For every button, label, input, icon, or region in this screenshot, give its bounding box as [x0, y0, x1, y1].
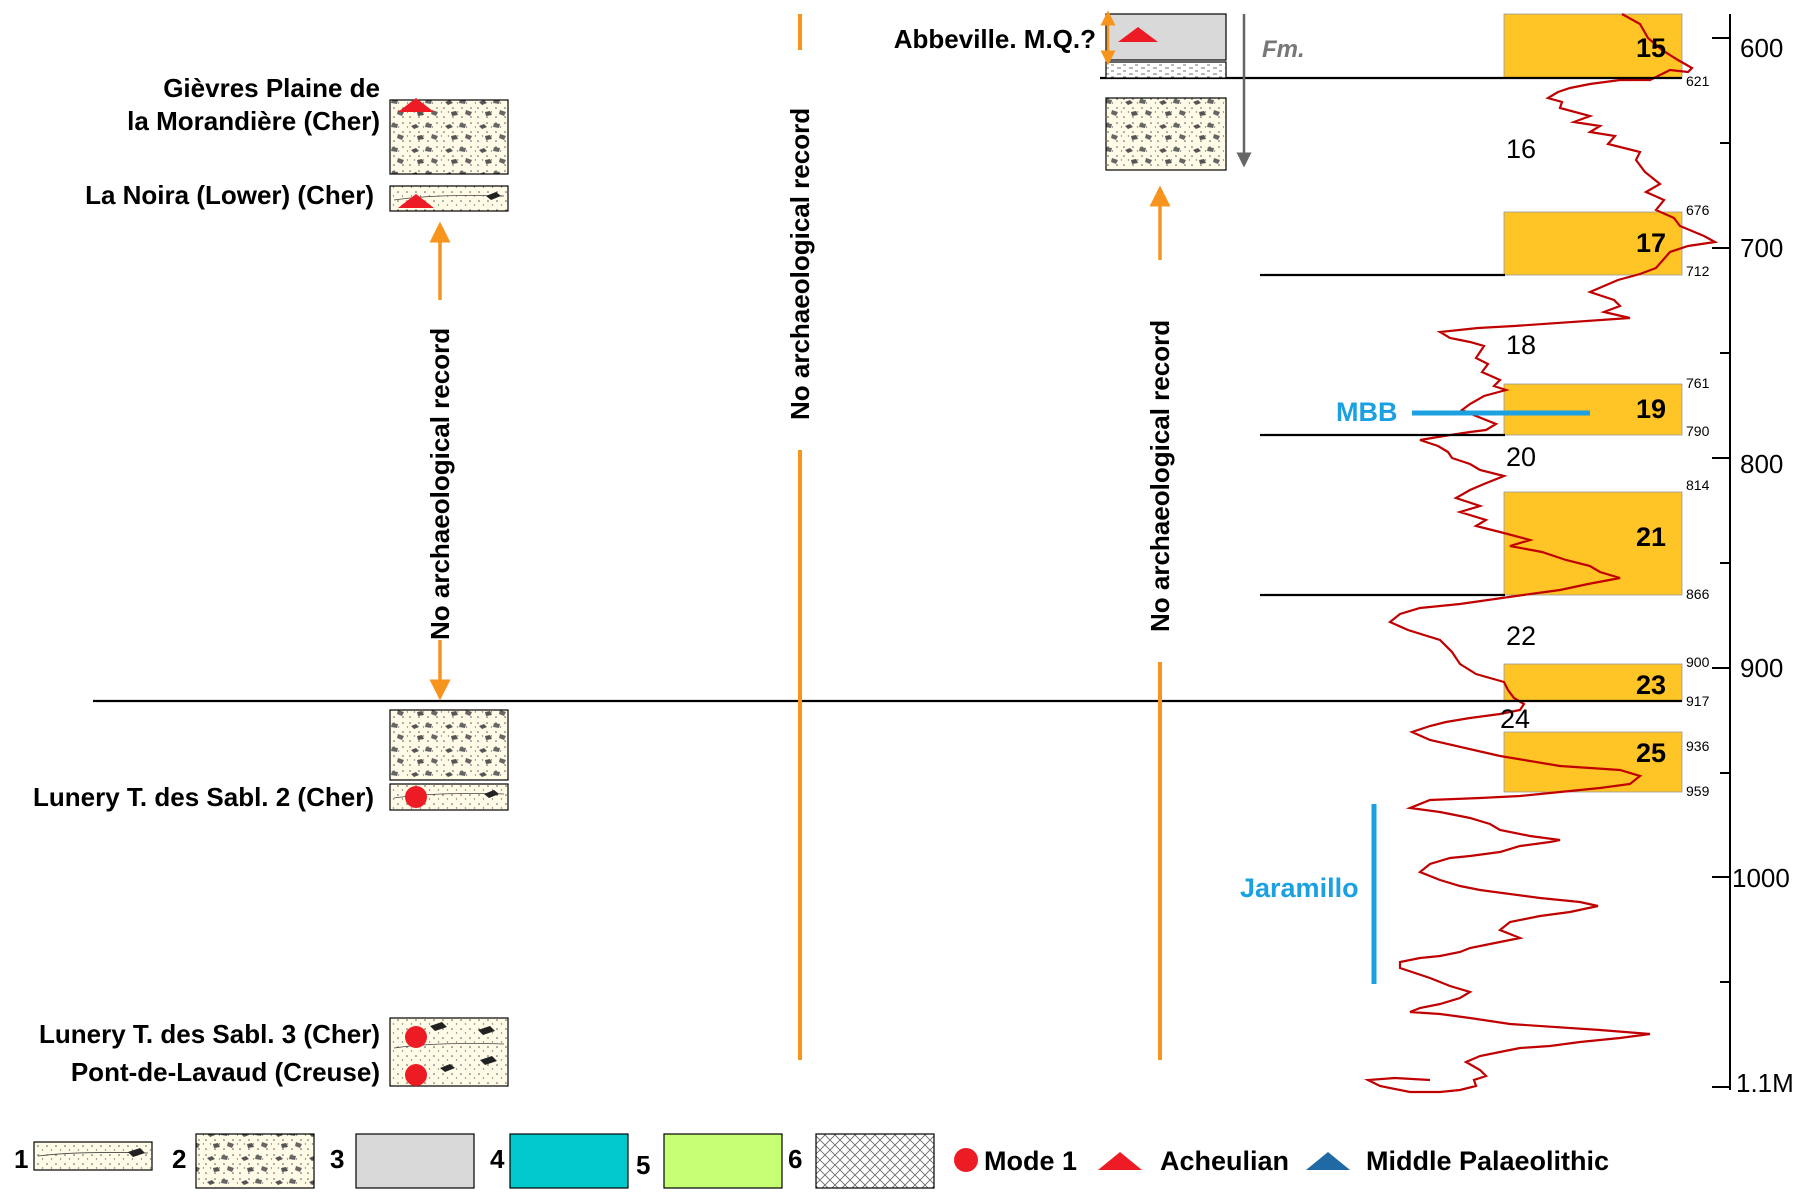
- age-label-1000: 1000: [1732, 863, 1790, 893]
- band-mis19: [1503, 383, 1683, 436]
- abbeville-grey-box: [1105, 13, 1227, 61]
- gievres-gravel-box: [389, 99, 509, 175]
- boundary-label-621: 621: [1686, 73, 1710, 89]
- boundary-lines: [93, 76, 1682, 703]
- fm-label: Fm.: [1262, 36, 1305, 63]
- legend-middle-palaeolithic-label: Middle Palaeolithic: [1366, 1146, 1609, 1176]
- boundary-label-676: 676: [1686, 202, 1710, 218]
- legend-swatch-6: [815, 1133, 935, 1189]
- mis-label-23: 23: [1636, 670, 1666, 700]
- abbeville-column: Abbeville. M.Q.? Fm. No archaeological r…: [894, 10, 1305, 1060]
- legend-num-2: 2: [172, 1144, 186, 1174]
- right-no-record-label: No archaeological record: [1145, 320, 1175, 632]
- pont-de-lavaud-label: Pont-de-Lavaud (Creuse): [71, 1057, 380, 1087]
- boundary-label-959: 959: [1686, 783, 1710, 799]
- la-noira-label: La Noira (Lower) (Cher): [85, 180, 374, 210]
- left-no-record-label: No archaeological record: [425, 328, 455, 640]
- lunery2-mode1-marker: [405, 786, 427, 808]
- boundary-labels: 621 676 712 761 790 814 866 900 917 936 …: [1686, 73, 1710, 799]
- age-label-800: 800: [1740, 449, 1783, 479]
- age-label-700: 700: [1740, 233, 1783, 263]
- age-axis: 600 700 800 900 1000 1.1M: [1712, 14, 1794, 1098]
- boundary-label-917: 917: [1686, 693, 1710, 709]
- mis-label-18: 18: [1506, 330, 1536, 360]
- legend-num-4: 4: [490, 1144, 505, 1174]
- la-noira-acheulian-marker: [398, 194, 434, 208]
- mis-label-22: 22: [1506, 621, 1536, 651]
- mis-labels: 15 16 17 18 19 20 21 22 23 24 25: [1500, 33, 1666, 768]
- abbeville-label: Abbeville. M.Q.?: [894, 24, 1096, 54]
- lunery2-gravel-box: [389, 709, 509, 781]
- legend-middle-palaeolithic-icon: [1306, 1152, 1350, 1170]
- band-mis23: [1503, 663, 1683, 702]
- lunery2-label: Lunery T. des Sabl. 2 (Cher): [33, 782, 374, 812]
- abbeville-silt-box: [1105, 61, 1227, 79]
- boundary-label-761: 761: [1686, 375, 1710, 391]
- abbeville-gravel-box: [1105, 97, 1227, 171]
- legend-swatch-5: [663, 1133, 783, 1189]
- mis-bands: [1503, 13, 1683, 793]
- mis-label-16: 16: [1506, 134, 1536, 164]
- mis-label-24: 24: [1500, 704, 1530, 734]
- boundary-label-712: 712: [1686, 263, 1710, 279]
- legend-acheulian-label: Acheulian: [1160, 1146, 1289, 1176]
- band-mis15: [1503, 13, 1683, 79]
- legend-mode1-icon: [954, 1148, 978, 1172]
- gievres-label-line2: la Morandière (Cher): [127, 106, 380, 136]
- mbb-label: MBB: [1336, 397, 1398, 427]
- band-mis21: [1503, 491, 1683, 596]
- boundary-label-866: 866: [1686, 586, 1710, 602]
- legend-swatch-3: [355, 1133, 475, 1189]
- legend-num-1: 1: [14, 1144, 28, 1174]
- gievres-label-line1: Gièvres Plaine de: [163, 73, 380, 103]
- middle-no-record-label: No archaeological record: [785, 108, 815, 420]
- legend-swatch-2: [195, 1133, 315, 1189]
- lunery3-label: Lunery T. des Sabl. 3 (Cher): [39, 1019, 380, 1049]
- mis-label-15: 15: [1636, 33, 1666, 63]
- legend-mode1-label: Mode 1: [984, 1146, 1077, 1176]
- band-mis17: [1503, 211, 1683, 276]
- age-label-1100: 1.1M: [1736, 1068, 1794, 1098]
- mis-label-20: 20: [1506, 442, 1536, 472]
- legend-num-3: 3: [330, 1144, 344, 1174]
- boundary-label-936: 936: [1686, 738, 1710, 754]
- boundary-label-814: 814: [1686, 477, 1710, 493]
- legend: 1 2 3 4 5 6 Mode 1 Acheulian Middle Pala…: [14, 1133, 1609, 1189]
- mis-label-17: 17: [1636, 228, 1666, 258]
- age-label-900: 900: [1740, 653, 1783, 683]
- isotope-curve: [1363, 13, 1719, 1094]
- legend-swatch-4: [509, 1133, 629, 1189]
- age-label-600: 600: [1740, 33, 1783, 63]
- middle-column: No archaeological record: [785, 14, 815, 1060]
- gievres-acheulian-marker: [398, 98, 434, 112]
- age-axis-ticks: [1712, 37, 1730, 1088]
- lunery3-mode1-marker: [405, 1026, 427, 1048]
- left-column: Gièvres Plaine de la Morandière (Cher) L…: [33, 73, 509, 1087]
- pont-de-lavaud-mode1-marker: [405, 1064, 427, 1086]
- abbeville-acheulian-marker: [1118, 27, 1158, 42]
- mis-label-21: 21: [1636, 522, 1666, 552]
- legend-num-5: 5: [636, 1150, 650, 1180]
- boundary-label-900: 900: [1686, 654, 1710, 670]
- jaramillo-label: Jaramillo: [1240, 873, 1359, 903]
- legend-acheulian-icon: [1098, 1152, 1142, 1170]
- boundary-label-790: 790: [1686, 423, 1710, 439]
- mis-label-19: 19: [1636, 394, 1666, 424]
- mis-label-25: 25: [1636, 738, 1666, 768]
- legend-num-6: 6: [788, 1144, 802, 1174]
